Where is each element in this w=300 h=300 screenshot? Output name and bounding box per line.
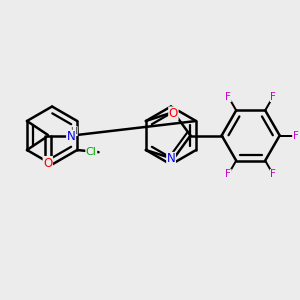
Text: F: F [225,169,231,179]
Text: O: O [43,157,52,169]
Text: Cl: Cl [86,147,97,157]
Text: O: O [169,107,178,120]
Text: F: F [270,169,276,179]
Text: F: F [293,130,298,140]
Text: N: N [167,152,176,166]
Text: H: H [70,127,77,136]
Text: F: F [225,92,231,102]
Text: N: N [67,130,75,143]
Text: F: F [270,92,276,102]
